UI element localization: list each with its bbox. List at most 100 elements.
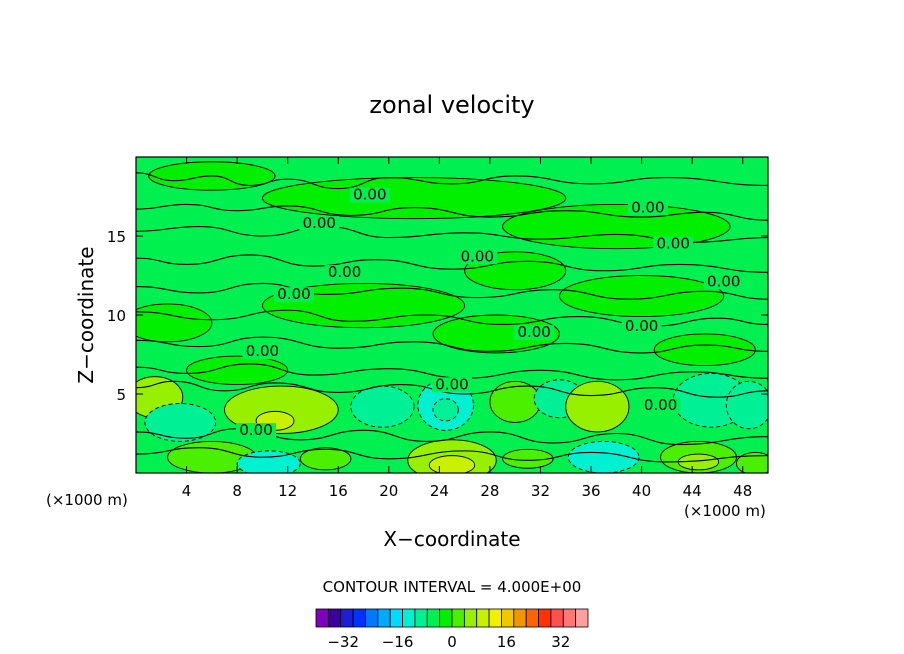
- shaded-region-13: [565, 380, 630, 433]
- contour-label-bg-11: [432, 377, 472, 393]
- shaded-region-24: [558, 275, 725, 318]
- y-tick-label-0: 5: [116, 386, 126, 404]
- contour-label-bg-7: [274, 287, 314, 303]
- y-tick-label-2: 15: [107, 228, 126, 246]
- contour-line-9: [136, 428, 768, 446]
- colorbar-ticks: −32 −16 0 16 32: [327, 633, 570, 651]
- shaded-region-14: [567, 440, 640, 473]
- contour-label-11: 0.00: [435, 375, 468, 393]
- contour-line-5: [136, 309, 768, 327]
- shaded-region-22: [186, 355, 289, 385]
- colorbar-swatch-11: [451, 608, 465, 628]
- x-tick-label-10: 44: [683, 482, 702, 500]
- x-tick-label-6: 28: [480, 482, 499, 500]
- contour-line-4: [136, 282, 768, 300]
- colorbar-tick-label-0: −32: [327, 633, 359, 651]
- contour-lines: [136, 172, 768, 463]
- x-tick-label-7: 32: [531, 482, 550, 500]
- contour-label-3: 0.00: [656, 235, 689, 253]
- contour-label-8: 0.00: [517, 323, 550, 341]
- colorbar-swatch-14: [488, 608, 502, 628]
- colorbar-tick-label-2: 0: [447, 633, 457, 651]
- colorbar-swatch-7: [402, 608, 416, 628]
- contour-label-bg-4: [457, 249, 498, 265]
- x-tick-label-3: 16: [329, 482, 348, 500]
- contour-line-7: [136, 363, 768, 381]
- colorbar-swatch-6: [389, 608, 403, 628]
- contour-label-7: 0.00: [277, 285, 310, 303]
- contour-label-bg-9: [621, 318, 662, 334]
- contour-label-5: 0.00: [328, 263, 361, 281]
- contour-label-bg-3: [653, 236, 694, 252]
- colorbar-swatch-2: [340, 608, 354, 628]
- contour-label-bg-12: [640, 397, 681, 413]
- contour-line-1: [136, 203, 768, 221]
- contour-label-12: 0.00: [644, 396, 677, 414]
- colorbar-swatch-18: [538, 608, 552, 628]
- shaded-region-19: [735, 452, 768, 473]
- shaded-region-28: [261, 177, 567, 220]
- contour-line-3: [136, 254, 768, 273]
- contour-label-4: 0.00: [461, 247, 494, 265]
- x-unit-label-left: (×1000 m): [46, 491, 128, 509]
- x-unit-label-right: (×1000 m): [684, 502, 766, 520]
- y-axis-label: Z−coordinate: [74, 246, 98, 383]
- colorbar-swatch-5: [377, 608, 391, 628]
- contour-label-bg-0: [299, 216, 340, 232]
- contour-label-bg-6: [703, 274, 744, 290]
- shaded-region-23: [432, 314, 560, 354]
- contour-interval-note: CONTOUR INTERVAL = 4.000E+00: [323, 578, 582, 596]
- shaded-region-11: [489, 380, 541, 423]
- contour-label-9: 0.00: [625, 317, 658, 335]
- contour-label-bg-5: [324, 265, 365, 281]
- shaded-region-20: [299, 447, 352, 471]
- colorbar-swatch-21: [575, 608, 589, 628]
- contour-label-6: 0.00: [707, 273, 740, 291]
- contour-label-bg-10: [242, 344, 283, 360]
- colorbar-swatch-16: [513, 608, 527, 628]
- shaded-region-8: [432, 398, 459, 422]
- colorbar-swatch-17: [525, 608, 539, 628]
- contour-label-13: 0.00: [239, 421, 272, 439]
- contour-label-bg-1: [349, 187, 390, 203]
- colorbar-swatch-0: [315, 608, 329, 628]
- colorbar-swatch-12: [463, 608, 478, 628]
- shaded-region-10: [428, 455, 476, 473]
- x-axis-ticks: 4 8 12 16 20 24 28 32 36 40 44 48: [182, 157, 752, 500]
- colorbar: [315, 608, 589, 628]
- colorbar-swatch-3: [352, 608, 366, 628]
- colorbar-tick-label-1: −16: [382, 633, 414, 651]
- colorbar-swatch-9: [426, 608, 441, 628]
- shaded-region-21: [502, 448, 554, 469]
- colorbar-swatch-4: [365, 608, 379, 628]
- colorbar-swatch-13: [476, 608, 490, 628]
- x-axis-label: X−coordinate: [383, 527, 520, 551]
- contour-line-0: [136, 172, 768, 190]
- x-tick-label-1: 8: [232, 482, 242, 500]
- shaded-region-16: [725, 380, 768, 430]
- colorbar-swatch-15: [501, 608, 515, 628]
- y-tick-label-1: 10: [107, 307, 126, 325]
- contour-label-bg-2: [627, 200, 668, 216]
- contour-label-10: 0.00: [246, 342, 279, 360]
- colorbar-tick-label-4: 32: [551, 633, 570, 651]
- x-tick-label-0: 4: [182, 482, 192, 500]
- colorbar-swatch-10: [439, 608, 453, 628]
- y-axis-ticks: 5 10 15: [107, 228, 768, 404]
- shaded-region-3: [224, 385, 339, 434]
- shaded-region-6: [350, 385, 415, 428]
- x-tick-label-11: 48: [733, 482, 752, 500]
- shaded-region-31: [653, 333, 756, 367]
- shaded-region-30: [136, 303, 213, 343]
- x-tick-label-5: 24: [430, 482, 449, 500]
- x-tick-label-9: 40: [632, 482, 651, 500]
- colorbar-swatch-8: [414, 608, 428, 628]
- contour-label-0: 0.00: [303, 214, 336, 232]
- contour-labels: 0.00 0.00 0.00 0.00 0.00 0.00 0.00 0.00 0.00 0.00…: [236, 186, 744, 439]
- x-tick-label-4: 20: [379, 482, 398, 500]
- contour-line-6: [136, 336, 768, 354]
- x-tick-label-8: 36: [581, 482, 600, 500]
- contour-line-10: [136, 447, 768, 463]
- colorbar-swatch-19: [550, 608, 564, 628]
